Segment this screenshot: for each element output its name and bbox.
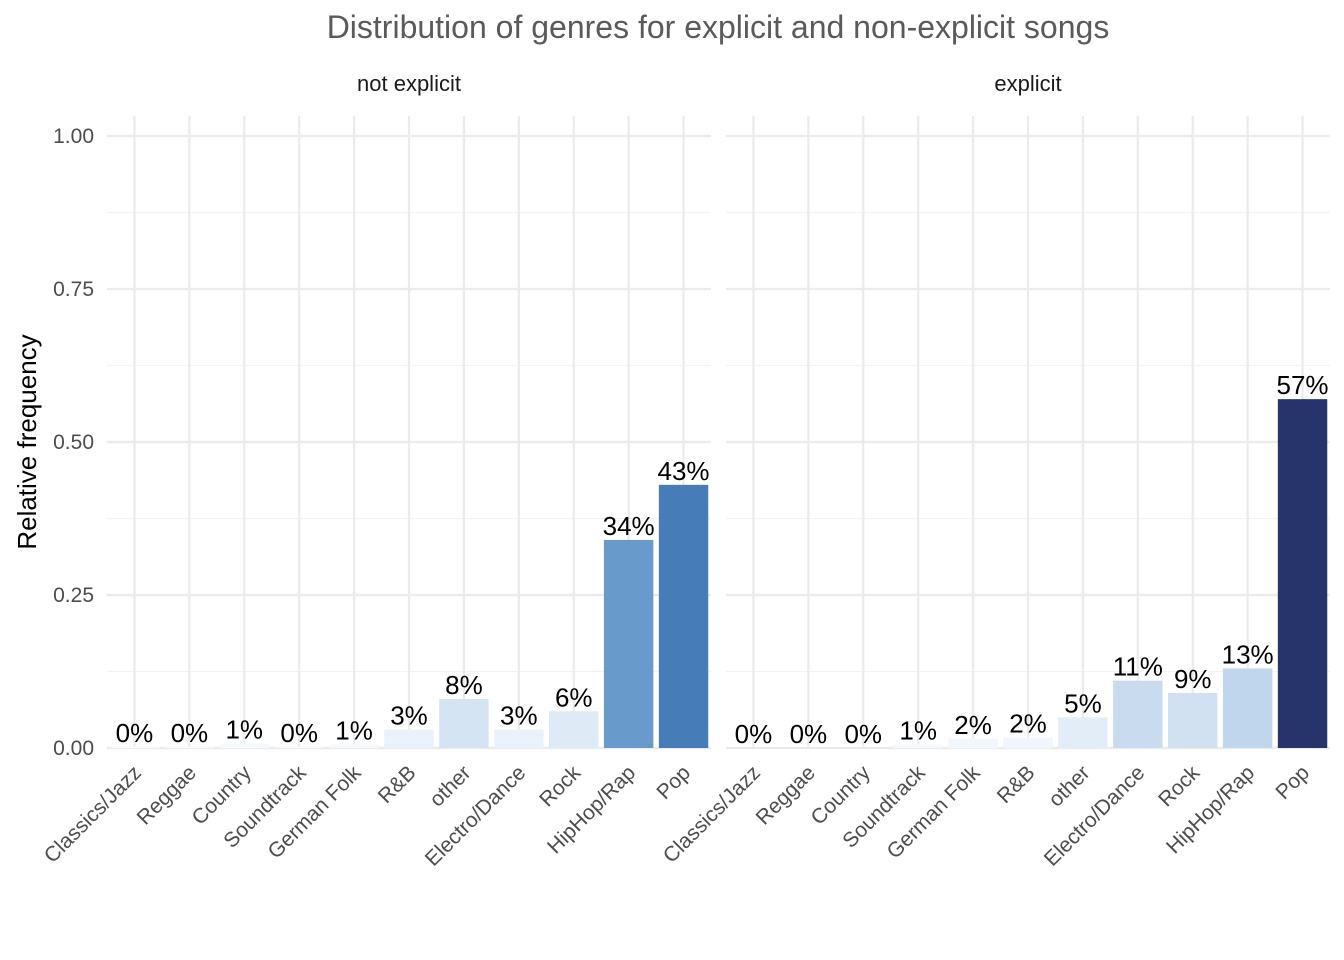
facet-label: not explicit <box>357 71 461 96</box>
data-label: 9% <box>1174 664 1212 694</box>
x-tick-label: Electro/Dance <box>1040 761 1150 871</box>
bar <box>439 699 489 748</box>
data-label: 3% <box>500 701 538 731</box>
bar <box>329 744 379 748</box>
x-tick-label: other <box>425 761 475 811</box>
x-tick-label: Classics/Jazz <box>40 761 146 867</box>
data-label: 0% <box>116 718 154 748</box>
x-tick-label: R&B <box>374 761 421 808</box>
x-tick-label: Reggae <box>133 761 201 829</box>
data-label: 1% <box>899 715 937 745</box>
data-label: 34% <box>603 511 655 541</box>
data-label: 3% <box>390 701 428 731</box>
data-label: 0% <box>790 719 828 749</box>
facet-panel: explicit0%Classics/Jazz0%Reggae0%Country… <box>659 71 1330 871</box>
data-label: 0% <box>735 719 773 749</box>
y-tick-label: 1.00 <box>53 125 94 148</box>
bar <box>948 738 998 748</box>
x-tick-label: R&B <box>993 761 1040 808</box>
bar <box>603 539 654 748</box>
bar <box>893 744 943 748</box>
y-axis-label: Relative frequency <box>12 334 42 549</box>
facet-panel: not explicit0%Classics/Jazz0%Reggae1%Cou… <box>40 71 711 871</box>
bar <box>658 484 709 748</box>
bar <box>494 729 544 748</box>
x-tick-label: Rock <box>1154 761 1204 811</box>
x-tick-label: Reggae <box>752 761 820 829</box>
x-tick-label: Pop <box>1271 761 1314 804</box>
bar <box>219 743 269 748</box>
bar <box>1222 668 1273 748</box>
data-label: 0% <box>171 718 209 748</box>
y-tick-label: 0.25 <box>53 584 94 607</box>
x-tick-label: other <box>1044 761 1094 811</box>
data-label: 2% <box>1009 709 1047 739</box>
chart-title: Distribution of genres for explicit and … <box>327 9 1110 45</box>
data-label: 5% <box>1064 688 1102 718</box>
data-label: 0% <box>844 719 882 749</box>
x-tick-label: Electro/Dance <box>421 761 531 871</box>
bar <box>1003 737 1053 748</box>
bar <box>384 729 434 748</box>
data-label: 43% <box>658 456 710 486</box>
bar <box>549 711 599 748</box>
data-label: 0% <box>280 718 318 748</box>
bar <box>109 746 160 748</box>
bar <box>1113 680 1163 748</box>
data-label: 13% <box>1222 639 1274 669</box>
bar <box>274 746 324 748</box>
data-label: 11% <box>1113 652 1163 682</box>
x-tick-label: Pop <box>652 761 695 804</box>
y-tick-label: 0.50 <box>53 431 94 454</box>
data-label: 8% <box>445 670 483 700</box>
facet-label: explicit <box>994 71 1061 96</box>
bar <box>1277 399 1328 748</box>
data-label: 1% <box>225 715 263 745</box>
bar <box>1058 717 1108 748</box>
data-label: 1% <box>335 715 373 745</box>
data-label: 6% <box>555 682 593 712</box>
bar <box>164 746 215 748</box>
y-tick-label: 0.00 <box>53 737 94 760</box>
data-label: 2% <box>954 710 992 740</box>
data-label: 57% <box>1277 370 1329 400</box>
y-tick-label: 0.75 <box>53 278 94 301</box>
x-tick-label: Rock <box>535 761 585 811</box>
bar <box>1168 692 1218 748</box>
